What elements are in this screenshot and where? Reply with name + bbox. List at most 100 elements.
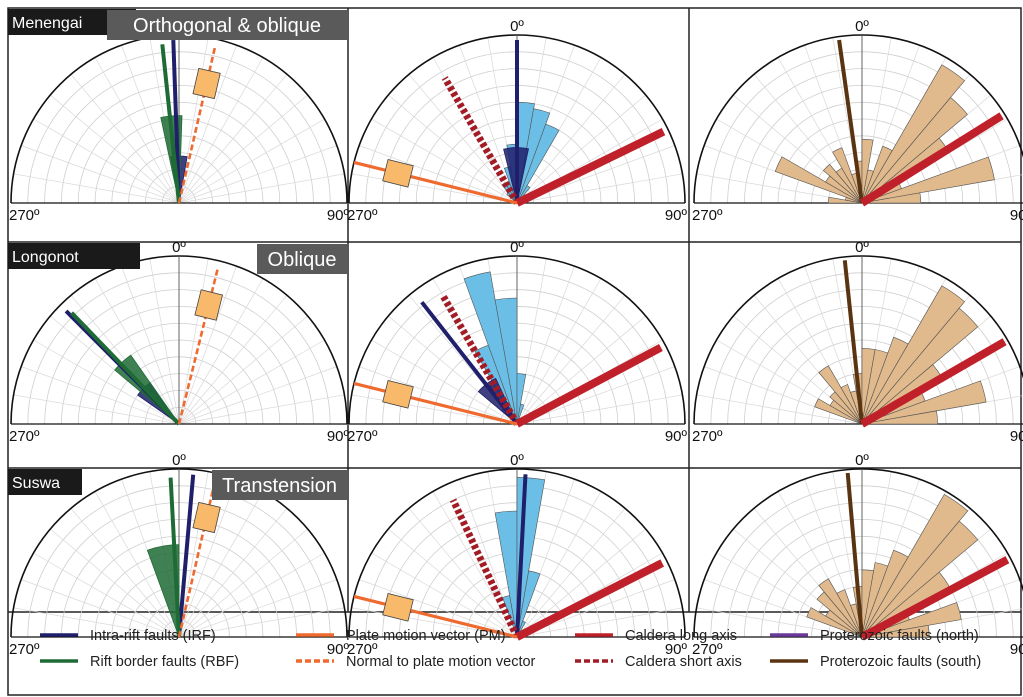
regime-label-bg (257, 244, 347, 274)
caldera_long-line (859, 112, 1004, 207)
grid-spoke (516, 173, 683, 204)
axis-label-north: 0º (855, 239, 869, 256)
axis-label-west: 270º (9, 428, 40, 445)
grid-spoke (33, 118, 180, 204)
axis-label-west: 270º (347, 641, 378, 658)
grid-spoke (178, 74, 288, 204)
grid-spoke (178, 528, 308, 638)
rose-petal (861, 520, 979, 638)
grid-spoke (408, 74, 518, 204)
prot_south-line (842, 260, 864, 425)
volcano-name: Longonot (12, 249, 79, 266)
rose-petal (861, 602, 962, 638)
irf-line (420, 300, 519, 426)
caldera_long-line (515, 343, 663, 428)
grid-spoke (94, 278, 180, 425)
grid-spoke (94, 491, 180, 638)
grid-spoke (178, 471, 209, 638)
rbf-sector (146, 544, 180, 638)
grid-spoke (178, 94, 308, 204)
axis-label-east: 90º (665, 641, 688, 658)
rose-petal (818, 578, 863, 638)
grid-spoke (94, 57, 180, 204)
rose-petal (516, 570, 541, 638)
pm-line (353, 160, 518, 205)
grid-spoke (516, 94, 646, 204)
prot_south-line (845, 472, 864, 638)
grid-spoke (50, 94, 180, 204)
pm-uncertainty-box (382, 592, 414, 622)
grid-spoke (388, 528, 518, 638)
grid-spoke (516, 394, 683, 425)
axis-label-west: 270º (9, 207, 40, 224)
grid-spoke (371, 552, 518, 638)
grid-spoke (358, 579, 518, 638)
rose-panel: 0º 270º 90º (9, 239, 350, 445)
panel-grid: 0º270º90º0º270º90º0º270º90º0º270º90º0º27… (7, 7, 1023, 696)
grid-spoke (178, 118, 325, 204)
axis-label-east: 90º (327, 207, 350, 224)
legend: Intra-rift faults (IRF) Rift border fault… (40, 628, 981, 670)
axis-label-west: 270º (692, 207, 723, 224)
pm-uncertainty-box (192, 501, 221, 534)
grid-spoke (371, 118, 518, 204)
rose-petal (861, 410, 938, 425)
caldera_short-line (449, 498, 521, 639)
rose-petal (822, 163, 863, 204)
grid-spoke (33, 339, 180, 425)
pm-uncertainty-box (194, 289, 224, 321)
axis-label-west: 270º (692, 428, 723, 445)
grid-spoke (696, 394, 863, 425)
grid-spoke (121, 265, 180, 425)
legend-label: Normal to plate motion vector (346, 654, 536, 670)
grid-spoke (408, 508, 518, 638)
rose-petal (516, 123, 560, 204)
pm-uncertainty-box (382, 379, 414, 409)
axis-label-east: 90º (1010, 207, 1023, 224)
rose-petal (494, 297, 518, 425)
grid-spoke (516, 74, 626, 204)
grid-spoke (516, 278, 602, 425)
axis-label-north: 0º (172, 452, 186, 469)
rose-petal (861, 192, 922, 204)
rbf-line (160, 44, 181, 204)
rbf-line (168, 477, 181, 638)
grid-spoke (351, 394, 518, 425)
legend-label: Proterozoic faults (south) (820, 654, 981, 670)
caldera_long-line (515, 559, 665, 641)
grid-spoke (178, 491, 264, 638)
grid-spoke (178, 145, 338, 204)
axis-label-north: 0º (172, 239, 186, 256)
axis-label-east: 90º (1010, 428, 1023, 445)
rose-panel: 0º 270º 90º (692, 239, 1023, 445)
tectonic-regime: Orthogonal & oblique (133, 15, 321, 37)
grid-spoke (178, 57, 264, 204)
grid-spoke (70, 508, 180, 638)
legend-label: Proterozoic faults (north) (820, 628, 979, 644)
grid-spoke (178, 552, 325, 638)
grid-spoke (516, 528, 646, 638)
grid-spoke (121, 44, 180, 204)
grid-spoke (516, 491, 602, 638)
legend-label: Rift border faults (RBF) (90, 654, 239, 670)
axis-label-east: 90º (327, 428, 350, 445)
figure-frame (7, 7, 1022, 696)
grid-spoke (178, 258, 209, 425)
grid-spoke (178, 315, 308, 425)
grid-spoke (388, 94, 518, 204)
grid-spoke (358, 145, 518, 204)
grid-spoke (516, 315, 646, 425)
pm-uncertainty-box (382, 158, 414, 188)
grid-spoke (149, 258, 180, 425)
row-labels: Menengai Orthogonal & oblique Longonot Obli… (8, 9, 347, 500)
axis-label-east: 90º (327, 641, 350, 658)
rose-petal (774, 156, 863, 204)
grid-spoke (371, 339, 518, 425)
grid-spoke (351, 607, 518, 638)
axis-label-north: 0º (510, 18, 524, 35)
rose-petal (861, 380, 987, 425)
